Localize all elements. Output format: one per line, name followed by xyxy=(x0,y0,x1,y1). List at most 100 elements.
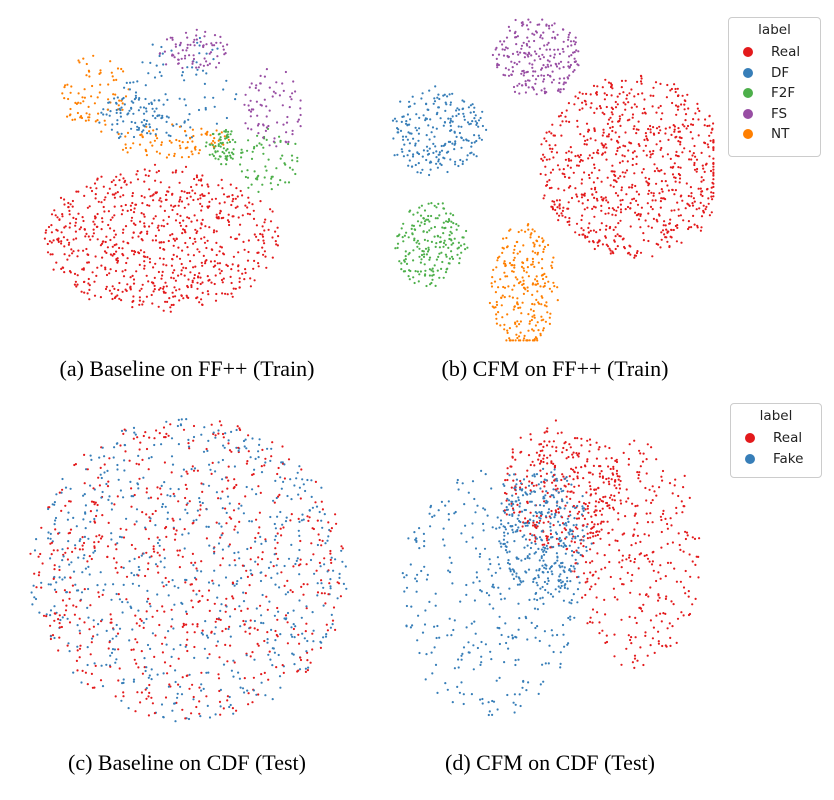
point-real xyxy=(132,648,135,651)
point-real xyxy=(636,250,639,253)
point-real xyxy=(609,116,612,119)
point-df xyxy=(166,98,169,101)
point-f2f xyxy=(427,248,430,251)
point-real xyxy=(222,707,225,710)
point-df xyxy=(123,103,126,106)
point-df xyxy=(433,97,436,100)
point-real xyxy=(567,201,570,204)
point-real xyxy=(277,495,280,498)
point-df xyxy=(408,100,411,103)
point-fake xyxy=(122,496,125,499)
point-real xyxy=(594,534,597,537)
point-real xyxy=(222,193,226,196)
point-fake xyxy=(80,591,84,594)
point-fake xyxy=(107,498,110,501)
point-fake xyxy=(40,581,43,584)
point-real xyxy=(166,672,169,675)
point-real xyxy=(253,259,256,262)
point-real xyxy=(200,184,204,187)
point-df xyxy=(421,92,424,95)
point-real xyxy=(121,270,124,273)
point-nt xyxy=(515,333,518,336)
point-real xyxy=(708,134,711,137)
point-fake xyxy=(176,424,179,428)
point-df xyxy=(102,113,105,116)
point-real xyxy=(606,245,610,248)
point-df xyxy=(400,148,403,151)
point-f2f xyxy=(246,149,249,152)
point-real xyxy=(617,177,620,180)
point-real xyxy=(682,486,685,489)
point-real xyxy=(148,204,151,207)
point-real xyxy=(73,613,76,616)
point-real xyxy=(194,228,197,231)
point-df xyxy=(451,142,454,145)
point-fake xyxy=(65,591,68,594)
point-fake xyxy=(416,573,419,576)
point-real xyxy=(77,249,80,252)
point-df xyxy=(460,136,463,140)
point-real xyxy=(188,191,191,194)
point-nt xyxy=(531,250,534,253)
point-fake xyxy=(237,671,240,674)
point-real xyxy=(651,152,654,155)
point-df xyxy=(416,171,419,174)
point-real xyxy=(210,423,213,426)
point-real xyxy=(117,679,120,682)
point-real xyxy=(688,612,692,616)
point-real xyxy=(67,205,70,209)
point-real xyxy=(196,296,199,299)
point-real xyxy=(690,192,693,195)
point-fake xyxy=(242,512,245,515)
point-real xyxy=(674,104,678,107)
point-real xyxy=(104,268,107,271)
point-real xyxy=(279,527,282,530)
point-real xyxy=(156,486,159,489)
point-real xyxy=(169,423,172,426)
point-real xyxy=(153,550,156,553)
point-real xyxy=(218,202,221,205)
point-real xyxy=(575,222,579,225)
point-real xyxy=(674,180,677,183)
point-real xyxy=(52,268,55,271)
point-real xyxy=(593,196,596,199)
point-real xyxy=(165,535,168,538)
point-real xyxy=(112,179,115,182)
point-real xyxy=(109,613,112,616)
point-real xyxy=(196,281,199,284)
point-real xyxy=(682,219,685,222)
point-real xyxy=(259,232,262,236)
point-fake xyxy=(250,572,253,575)
point-real xyxy=(197,275,200,278)
point-real xyxy=(189,260,192,263)
point-real xyxy=(129,285,132,288)
point-fs xyxy=(548,27,551,30)
point-f2f xyxy=(450,226,453,229)
point-fake xyxy=(212,431,215,434)
point-real xyxy=(646,557,650,560)
point-df xyxy=(165,120,168,123)
point-fake xyxy=(476,504,479,507)
point-nt xyxy=(179,147,182,150)
point-real xyxy=(109,665,112,668)
point-fake xyxy=(405,574,408,577)
point-real xyxy=(201,264,204,267)
point-nt xyxy=(189,136,192,139)
point-df xyxy=(439,117,442,120)
point-fake xyxy=(489,650,492,653)
point-fake xyxy=(487,713,490,717)
point-real xyxy=(81,548,84,551)
point-fake xyxy=(403,590,406,593)
point-fake xyxy=(207,671,210,674)
point-real xyxy=(621,533,624,536)
point-real xyxy=(560,111,564,114)
point-fs xyxy=(516,84,519,87)
point-nt xyxy=(138,143,142,146)
point-df xyxy=(470,145,473,148)
point-nt xyxy=(132,142,135,145)
point-fs xyxy=(268,86,271,89)
point-real xyxy=(647,595,650,598)
point-real xyxy=(187,203,190,206)
point-nt xyxy=(499,278,502,281)
point-real xyxy=(639,251,643,254)
